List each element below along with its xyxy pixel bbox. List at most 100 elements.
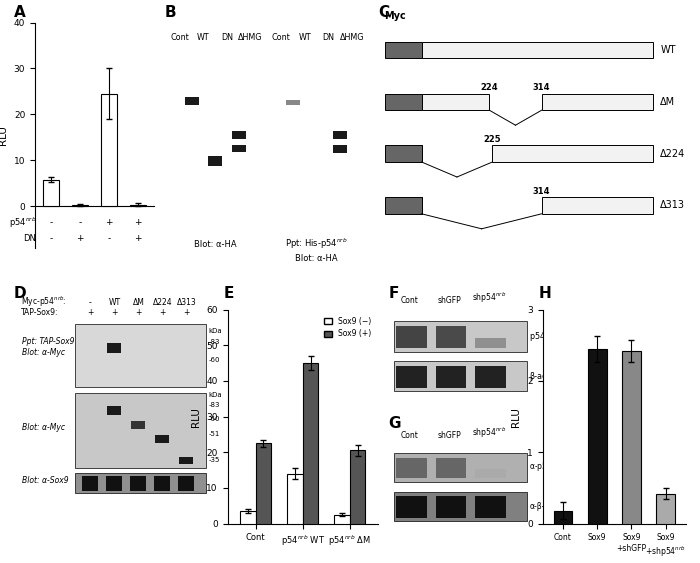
Bar xyxy=(130,204,146,207)
Bar xyxy=(232,131,246,139)
Text: Cont: Cont xyxy=(272,33,290,42)
Text: Blot: α-HA: Blot: α-HA xyxy=(194,240,237,249)
Text: ΔHMG: ΔHMG xyxy=(340,33,365,42)
Bar xyxy=(394,453,526,482)
Text: DN: DN xyxy=(221,33,233,42)
Bar xyxy=(256,444,271,524)
Bar xyxy=(394,492,526,521)
Legend: Sox9 (−), Sox9 (+): Sox9 (−), Sox9 (+) xyxy=(321,314,374,341)
Text: Blot: α-Myc: Blot: α-Myc xyxy=(22,423,65,432)
Text: +: + xyxy=(134,218,142,227)
Text: Ppt: TAP-Sox9: Ppt: TAP-Sox9 xyxy=(22,337,74,346)
Bar xyxy=(436,458,466,478)
Text: -83: -83 xyxy=(209,403,220,408)
Bar xyxy=(656,494,675,524)
Text: 314: 314 xyxy=(533,83,550,92)
Bar xyxy=(396,458,427,478)
Bar xyxy=(75,394,206,468)
Text: Cont: Cont xyxy=(401,431,419,440)
Text: shGFP: shGFP xyxy=(438,431,461,440)
Bar xyxy=(302,363,318,524)
Text: DN: DN xyxy=(323,33,335,42)
Bar xyxy=(179,457,193,464)
Bar xyxy=(106,406,121,415)
Bar xyxy=(333,145,347,153)
Bar xyxy=(43,180,59,207)
Bar xyxy=(588,349,607,524)
Text: Blot: α-Sox9: Blot: α-Sox9 xyxy=(22,476,69,485)
Text: shp54$^{nrb}$: shp54$^{nrb}$ xyxy=(472,291,506,305)
Bar xyxy=(492,145,652,162)
Text: Ppt: His-p54$^{nrb}$: Ppt: His-p54$^{nrb}$ xyxy=(286,236,348,251)
Text: WT: WT xyxy=(299,33,312,42)
Bar xyxy=(384,145,421,162)
Text: α-β-actin: α-β-actin xyxy=(529,503,564,511)
Text: -51: -51 xyxy=(209,431,220,437)
Text: Cont: Cont xyxy=(170,33,189,42)
Bar xyxy=(178,476,195,491)
Bar xyxy=(421,42,652,59)
Y-axis label: RLU: RLU xyxy=(190,406,201,427)
Text: DN: DN xyxy=(24,234,36,243)
Bar xyxy=(287,473,302,524)
Bar xyxy=(384,93,421,110)
Bar xyxy=(384,42,421,59)
Text: kDa: kDa xyxy=(209,392,223,398)
Text: 225: 225 xyxy=(484,135,501,144)
Bar xyxy=(436,366,466,387)
Text: WT: WT xyxy=(197,33,210,42)
Text: Myc: Myc xyxy=(384,11,406,21)
Bar xyxy=(75,324,206,387)
Text: kDa: kDa xyxy=(209,328,223,334)
Text: 314: 314 xyxy=(533,187,550,196)
Text: Cont: Cont xyxy=(401,296,419,305)
Bar xyxy=(384,197,421,214)
Text: ΔM: ΔM xyxy=(132,298,144,307)
Text: ΔM: ΔM xyxy=(660,97,675,107)
Bar xyxy=(622,351,640,524)
Bar xyxy=(106,343,121,353)
Text: A: A xyxy=(14,5,26,20)
Bar xyxy=(208,157,223,166)
Bar xyxy=(240,511,256,524)
Text: WT: WT xyxy=(108,298,120,307)
Text: +: + xyxy=(76,234,84,243)
Text: Δ313: Δ313 xyxy=(660,200,685,211)
Bar xyxy=(286,100,300,105)
Text: β-actin: β-actin xyxy=(529,372,557,381)
Bar xyxy=(75,473,206,493)
Text: -: - xyxy=(49,218,52,227)
Bar xyxy=(350,450,365,524)
Bar xyxy=(394,321,526,352)
Text: Δ224: Δ224 xyxy=(153,298,172,307)
Bar xyxy=(554,511,573,524)
Text: F: F xyxy=(389,287,399,301)
Bar xyxy=(335,515,350,524)
Text: Myc-p54$^{nrb}$:: Myc-p54$^{nrb}$: xyxy=(21,295,66,310)
Bar xyxy=(155,435,169,443)
Bar xyxy=(101,94,117,207)
Bar xyxy=(394,361,526,391)
Bar xyxy=(154,476,170,491)
Y-axis label: RLU: RLU xyxy=(512,406,522,427)
Bar xyxy=(542,93,652,110)
Text: TAP-Sox9:: TAP-Sox9: xyxy=(21,308,59,317)
Text: -: - xyxy=(78,218,82,227)
Bar xyxy=(72,205,88,207)
Text: B: B xyxy=(164,5,176,20)
Text: 224: 224 xyxy=(480,83,498,92)
Bar xyxy=(333,131,347,139)
Bar xyxy=(232,145,246,153)
Text: WT: WT xyxy=(660,45,675,55)
Y-axis label: RLU: RLU xyxy=(0,125,8,145)
Bar xyxy=(421,93,489,110)
Bar xyxy=(396,327,427,348)
Text: C: C xyxy=(378,5,389,20)
Bar xyxy=(82,476,98,491)
Bar xyxy=(436,327,466,348)
Text: α-p54$^{nrb}$: α-p54$^{nrb}$ xyxy=(529,460,562,474)
Text: +: + xyxy=(183,308,190,317)
Text: D: D xyxy=(14,287,27,301)
Bar xyxy=(106,476,122,491)
Text: p54$^{nrb}$: p54$^{nrb}$ xyxy=(9,215,36,230)
